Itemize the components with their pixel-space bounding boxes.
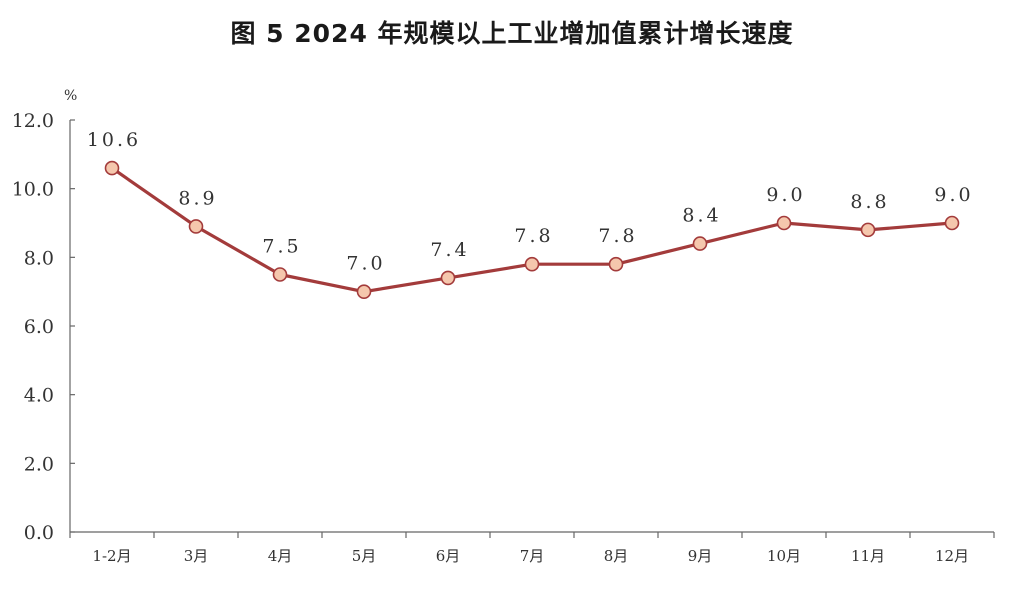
data-point	[104, 160, 120, 176]
y-tick-label: 12.0	[12, 110, 54, 132]
y-unit-label: %	[64, 88, 77, 104]
data-point	[944, 215, 960, 231]
x-category-label: 4月	[268, 547, 293, 565]
x-category-label: 3月	[184, 547, 209, 565]
y-tick-label: 2.0	[24, 453, 54, 475]
data-label: 8.4	[682, 205, 721, 227]
data-point	[188, 219, 204, 234]
x-category-label: 10月	[767, 547, 801, 565]
data-label: 7.8	[514, 225, 553, 247]
data-label: 9.0	[934, 184, 973, 206]
x-ticks: 1-2月 3月 4月 5月 6月 7月 8月 9月 10月 11月 12月	[69, 532, 995, 565]
data-markers	[104, 160, 960, 299]
x-category-label: 5月	[352, 547, 377, 565]
data-label: 7.8	[598, 225, 637, 247]
y-ticks: 0.0 2.0 4.0 6.0 8.0 10.0 12.0	[12, 110, 75, 544]
data-point	[356, 284, 372, 299]
x-category-label: 8月	[604, 547, 629, 565]
data-label: 8.8	[850, 191, 889, 213]
y-tick-label: 0.0	[24, 522, 54, 544]
data-label: 7.5	[262, 236, 301, 258]
data-point	[692, 236, 708, 251]
x-category-label: 12月	[935, 547, 969, 565]
y-tick-label: 4.0	[24, 385, 54, 407]
x-category-label: 1-2月	[92, 547, 131, 565]
data-label: 10.6	[87, 129, 141, 151]
data-label: 7.4	[430, 239, 469, 261]
data-point	[860, 222, 876, 238]
y-tick-label: 10.0	[12, 179, 54, 201]
data-label: 8.9	[178, 187, 217, 209]
data-label: 7.0	[346, 253, 385, 275]
chart-title: 图 5 2024 年规模以上工业增加值累计增长速度	[230, 19, 794, 48]
x-category-label: 11月	[851, 547, 885, 565]
data-point	[608, 256, 624, 272]
y-tick-label: 6.0	[24, 316, 54, 338]
x-category-label: 9月	[688, 547, 713, 565]
data-point	[440, 270, 456, 286]
data-label: 9.0	[766, 184, 805, 206]
x-category-label: 6月	[436, 547, 461, 565]
x-category-label: 7月	[520, 547, 545, 565]
y-tick-label: 8.0	[24, 247, 54, 269]
data-point	[524, 256, 540, 272]
data-labels: 10.6 8.9 7.5 7.0 7.4 7.8 7.8 8.4 9.0 8.8 9.0	[87, 129, 973, 275]
data-point	[272, 267, 288, 282]
data-point	[776, 215, 792, 231]
